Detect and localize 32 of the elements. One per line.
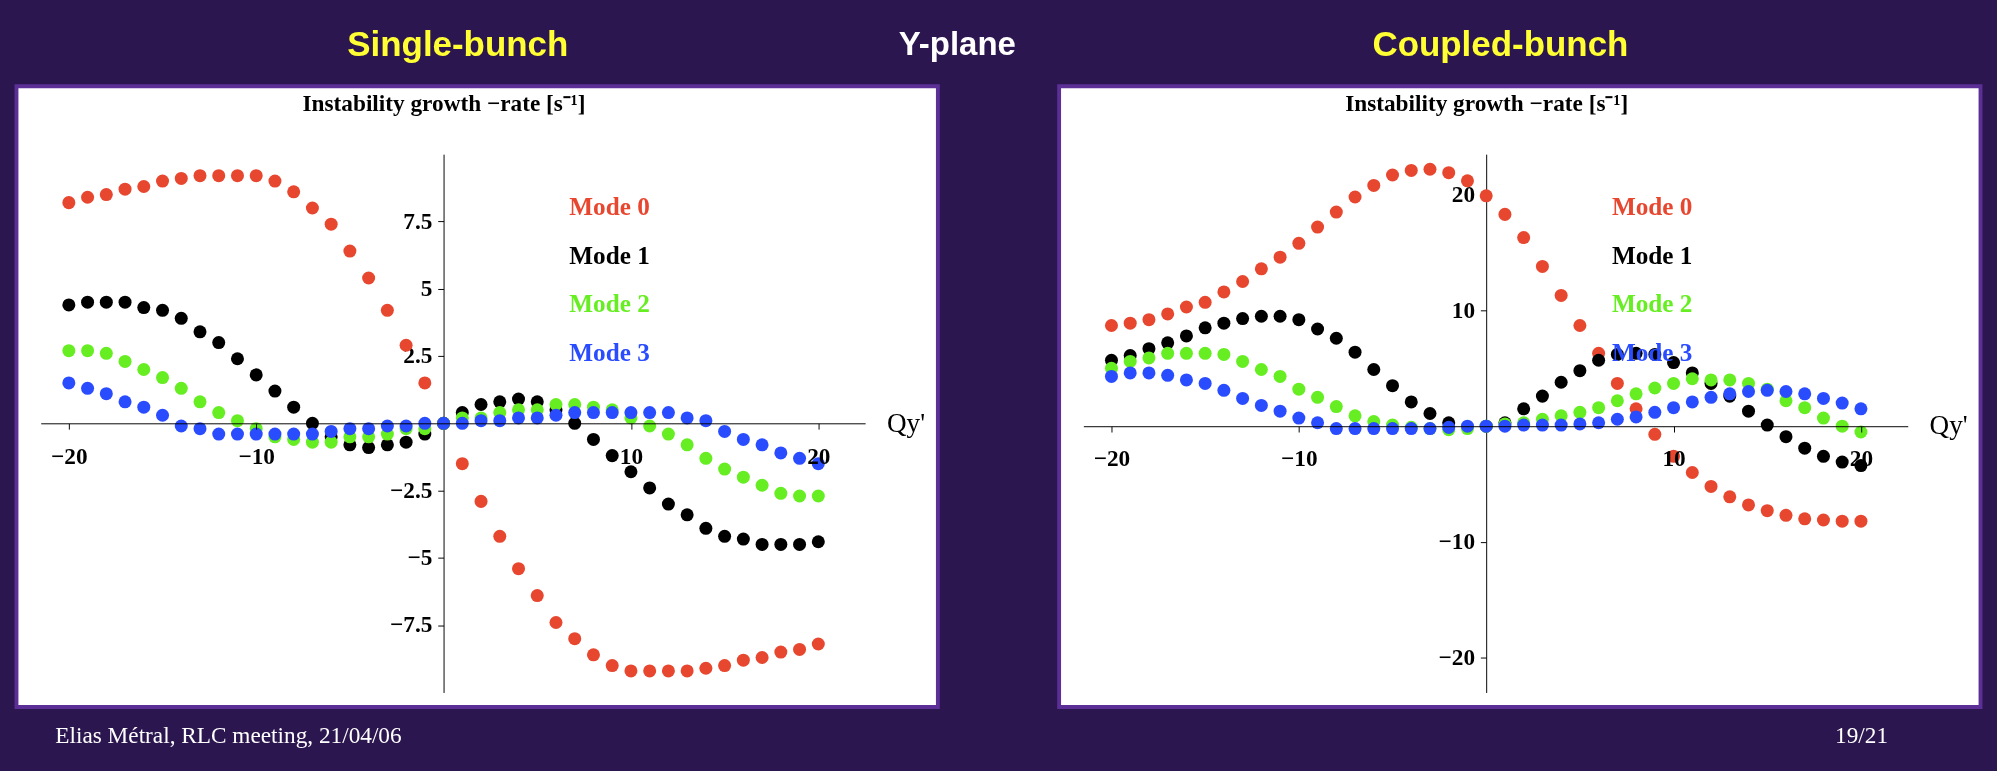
y-tick-label: −7.5 [390, 611, 433, 638]
text: Y-plane [898, 25, 1016, 63]
text: Mode 1 [569, 241, 650, 269]
text: Elias Métral, RLC meeting, 21/04/06 [55, 721, 402, 748]
text: Mode 2 [1611, 290, 1693, 318]
text: 19/21 [1835, 721, 1889, 748]
chart-title: Coupled-bunch [1372, 24, 1629, 64]
x-tick-label: −10 [238, 442, 275, 469]
text: Mode 0 [1611, 193, 1693, 221]
y-tick-label: −20 [1438, 644, 1476, 671]
y-tick-label: −5 [407, 544, 433, 571]
x-tick-label: −10 [1281, 445, 1318, 472]
x-tick-label: −20 [1093, 445, 1131, 472]
x-tick-label: −20 [51, 442, 88, 469]
text: Mode 1 [1611, 241, 1693, 269]
series-label: Mode 3 [569, 338, 650, 366]
y-tick-label: −2.5 [390, 476, 433, 503]
x-tick-label: 10 [619, 442, 644, 469]
chart-title: Single-bunch [347, 24, 569, 64]
text: Mode 0 [569, 193, 650, 221]
y-tick-label: 20 [1451, 180, 1476, 207]
y-axis-title: Instability growth −rate [s⁻¹] [1345, 90, 1629, 117]
x-tick-label: 20 [807, 442, 831, 469]
y-tick-label: 10 [1451, 296, 1476, 323]
x-axis-title: Qy' [1929, 410, 1968, 441]
y-tick-label: 5 [420, 275, 433, 302]
text: Mode 2 [569, 290, 650, 318]
y-axis-title: Instability growth −rate [s⁻¹] [302, 90, 586, 117]
series-label: Mode 3 [1611, 338, 1693, 366]
y-tick-label: −10 [1438, 528, 1476, 555]
y-tick-label: 7.5 [403, 207, 433, 234]
x-axis-title: Qy' [886, 407, 926, 438]
